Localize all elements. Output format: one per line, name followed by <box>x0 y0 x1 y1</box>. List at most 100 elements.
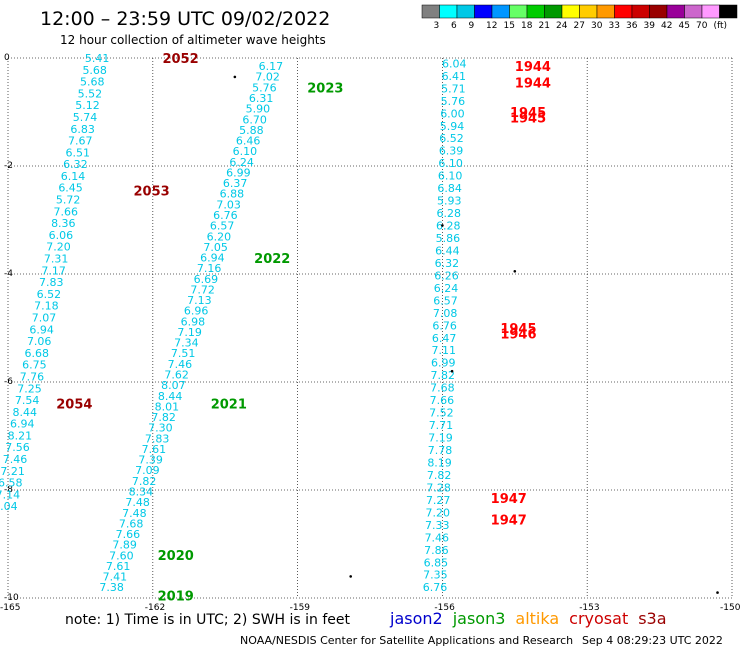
swh-value: 7.83 <box>39 276 64 289</box>
swh-value: 5.12 <box>75 99 100 112</box>
colorbar-label: 42 <box>661 21 673 31</box>
time-annotation: 2023 <box>307 82 343 97</box>
swh-value: 6.20 <box>207 230 232 243</box>
colorbar-label: 3 <box>433 21 440 31</box>
time-annotation: 2054 <box>56 398 92 413</box>
time-annotation: 1944 <box>515 60 551 75</box>
colorbar-label: 6 <box>451 21 457 31</box>
swh-value: 6.00 <box>440 107 465 120</box>
swh-value: 6.76 <box>432 319 457 332</box>
colorbar-label: 15 <box>503 21 515 31</box>
swh-value: 7.25 <box>17 382 42 395</box>
swh-value: 6.96 <box>184 305 209 318</box>
misc-marks <box>233 75 719 594</box>
colorbar-swatch <box>526 4 545 19</box>
swh-value: 6.76 <box>423 581 448 594</box>
time-annotation: 1947 <box>491 492 527 507</box>
swh-value: 7.72 <box>190 283 215 296</box>
swh-value: 7.60 <box>109 549 134 562</box>
time-annotation: 1945 <box>500 322 536 337</box>
swh-value: 7.46 <box>425 531 450 544</box>
swh-value: 5.86 <box>436 232 461 245</box>
timestamp: Sep 4 08:29:23 UTC 2022 <box>582 634 723 647</box>
swh-value: 6.06 <box>49 229 74 242</box>
swh-value: 5.74 <box>73 111 98 124</box>
swh-value: 7.27 <box>426 494 451 507</box>
swh-value: 6.94 <box>200 252 225 265</box>
swh-value: 6.52 <box>439 132 464 145</box>
colorbar-label: 12 <box>486 21 498 31</box>
axis-ticks: -165 -162 -159 -156 -153 -150 0 -2 -4 -6 -8 -10 <box>0 53 740 613</box>
swh-value: 6.68 <box>25 347 50 360</box>
swh-value: 6.37 <box>223 177 248 190</box>
chart-title: 12:00 – 23:59 UTC 09/02/2022 <box>40 8 331 30</box>
satellite-legend-item: altika <box>515 609 560 628</box>
satellite-legend-item: s3a <box>638 609 667 628</box>
y-tick-label: -2 <box>4 161 13 171</box>
swh-value: 7.35 <box>423 569 448 582</box>
swh-value: 7.19 <box>428 432 453 445</box>
swh-value: 6.32 <box>63 158 88 171</box>
swh-value: 7.13 <box>187 294 212 307</box>
swh-value: 7.46 <box>168 358 193 371</box>
swh-value: 7.66 <box>430 394 455 407</box>
swh-value: 6.51 <box>66 146 91 159</box>
time-annotation: 2020 <box>158 549 194 564</box>
swh-value: 6.99 <box>431 357 456 370</box>
swh-value: 7.07 <box>32 311 57 324</box>
time-annotation: 2052 <box>162 52 198 67</box>
swh-value: 6.28 <box>436 220 461 233</box>
time-annotation: 1945 <box>510 111 546 126</box>
x-tick-label: -159 <box>290 603 311 613</box>
swh-value: 5.52 <box>78 87 103 100</box>
swh-value: 7.11 <box>431 344 456 357</box>
swh-value: 6.83 <box>70 123 95 136</box>
swh-value: 7.66 <box>116 528 141 541</box>
swh-value: 7.82 <box>427 469 452 482</box>
swh-value: 7.62 <box>164 369 189 382</box>
satellite-legend-item: jason2 <box>390 609 443 628</box>
satellite-legend: jason2 jason3 altika cryosat s3a <box>390 609 677 628</box>
time-annotation: 1945 <box>510 106 546 121</box>
swh-value: 6.04 <box>442 57 467 70</box>
colorbar-swatch <box>649 4 668 19</box>
swh-value: 7.67 <box>68 135 93 148</box>
colorbar-label: 27 <box>573 21 585 31</box>
y-tick-label: -6 <box>4 377 13 387</box>
satellite-legend-item: jason3 <box>452 609 506 628</box>
swh-value: 6.94 <box>10 418 35 431</box>
swh-value: 6.28 <box>437 207 462 220</box>
swh-value: 6.31 <box>249 92 274 105</box>
y-tick-label: -4 <box>4 269 13 279</box>
swh-value: 7.48 <box>125 496 150 509</box>
colorbar-swatch <box>684 4 703 19</box>
x-tick-label: -162 <box>145 603 165 613</box>
swh-value: 5.71 <box>441 82 466 95</box>
swh-value: 6.10 <box>438 170 463 183</box>
swh-value: 7.38 <box>99 581 124 594</box>
swh-value: 6.44 <box>435 244 460 257</box>
colorbar-label: 33 <box>608 21 620 31</box>
swh-value: 7.28 <box>426 481 451 494</box>
swh-value: 7.86 <box>424 544 449 557</box>
swh-value: 7.78 <box>428 444 453 457</box>
swh-value: 5.68 <box>80 76 105 89</box>
colorbar-label: 45 <box>678 21 690 31</box>
swh-value: 7.68 <box>119 517 144 530</box>
swh-value: 6.45 <box>58 182 83 195</box>
data-point-mark <box>513 270 517 273</box>
time-annotation: 2053 <box>133 184 169 199</box>
swh-value: 7.20 <box>46 241 71 254</box>
footer-note: note: 1) Time is in UTC; 2) SWH is in fe… <box>65 612 351 628</box>
y-tick-label: -10 <box>4 593 19 603</box>
swh-value: 5.41 <box>85 52 110 65</box>
colorbar-swatch <box>456 4 475 19</box>
time-annotation: 2022 <box>254 252 290 267</box>
swh-value: 8.34 <box>129 485 154 498</box>
swh-value: 7.76 <box>20 370 45 383</box>
swh-value: 7.02 <box>255 71 280 84</box>
swh-value: 7.09 <box>135 464 160 477</box>
swh-value: 6.14 <box>61 170 86 183</box>
colorbar-label: 24 <box>556 21 568 31</box>
data-point-mark <box>441 224 444 227</box>
